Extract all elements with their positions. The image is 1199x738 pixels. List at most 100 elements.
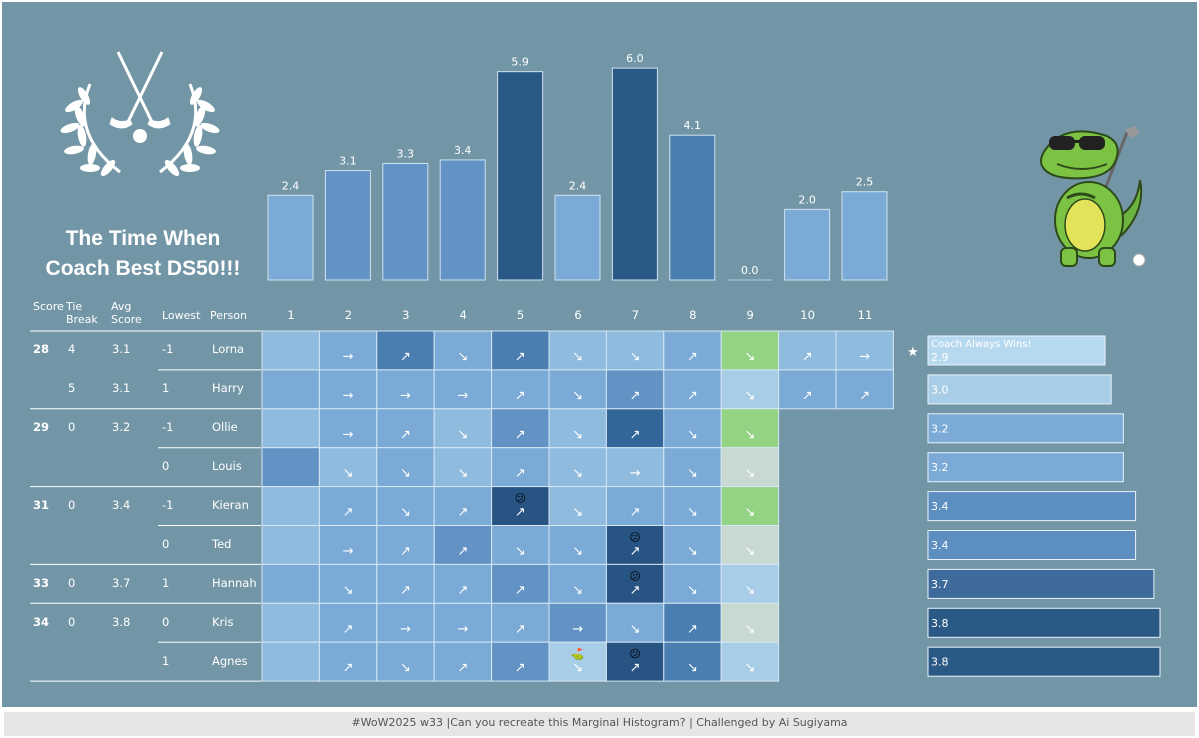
bar-hole-7: [611, 67, 658, 281]
coach-annotation: Coach Always Wins!: [931, 339, 1031, 350]
bar-hole-5: [497, 71, 544, 281]
heat-cell-kieran-hole-4: [433, 486, 493, 527]
bar-hole-3: [382, 162, 429, 281]
heat-cell-agnes-hole-1: [261, 641, 320, 682]
hole-header-10: 10: [800, 308, 815, 322]
player-bar-harry: [927, 374, 1112, 405]
row-kris-tie: 0: [68, 614, 76, 629]
arrow-indicator: →: [859, 349, 870, 364]
heat-cell-ollie-hole-6: [548, 408, 607, 449]
heat-cell-kris-hole-7: [605, 602, 665, 643]
row-harry-person: Harry: [212, 381, 244, 396]
heat-cell-kieran-hole-5: [491, 486, 550, 527]
bar-label-hole-8: 4.1: [684, 119, 702, 132]
arrow-indicator: ↘: [343, 583, 354, 598]
emoji-marker: 😕: [629, 570, 640, 583]
hole-header-9: 9: [746, 308, 754, 322]
arrow-indicator: ↗: [515, 583, 526, 598]
row-ollie-lowest: -1: [162, 420, 174, 435]
heat-cell-ollie-hole-9: [720, 408, 780, 449]
heat-cell-harry-hole-11: [835, 369, 894, 410]
arrow-indicator: ↘: [572, 388, 583, 403]
heat-cell-agnes-hole-5: [491, 641, 550, 682]
heat-cell-hannah-hole-9: [720, 563, 780, 604]
arrow-indicator: ↗: [630, 427, 641, 442]
arrow-indicator: ↘: [630, 622, 641, 637]
bar-hole-10: [784, 208, 831, 281]
heat-cell-ted-hole-9: [720, 525, 780, 565]
heat-cell-louis-hole-8: [663, 447, 722, 488]
header-tie-break: Tie Break: [66, 300, 98, 326]
arrow-indicator: ↗: [515, 466, 526, 481]
heat-cell-kieran-hole-9: [720, 486, 780, 527]
row-kieran-avg: 3.4: [112, 498, 131, 513]
arrow-indicator: ↘: [744, 544, 755, 559]
heat-cell-louis-hole-1: [261, 447, 320, 488]
arrow-indicator: →: [457, 388, 468, 403]
heat-cell-agnes-hole-6: [548, 641, 607, 682]
bar-hole-1: [267, 194, 314, 281]
arrow-indicator: ↗: [687, 388, 698, 403]
bar-label-hole-5: 5.9: [511, 56, 529, 69]
heat-cell-louis-hole-2: [318, 447, 378, 488]
heat-cell-hannah-hole-8: [663, 563, 722, 604]
heat-cell-ollie-hole-5: [491, 408, 550, 449]
arrow-indicator: ↗: [515, 388, 526, 403]
heat-cell-agnes-hole-4: [433, 641, 493, 682]
heat-cell-harry-hole-6: [548, 369, 607, 410]
row-agnes-lowest: 1: [162, 653, 170, 668]
heat-cell-kris-hole-1: [261, 602, 320, 643]
arrow-indicator: ↘: [687, 466, 698, 481]
player-bar-lorna: [927, 335, 1106, 366]
arrow-indicator: ↘: [572, 661, 583, 676]
arrow-indicator: ↗: [457, 505, 468, 520]
arrow-indicator: ↗: [630, 505, 641, 520]
arrow-indicator: ↘: [572, 544, 583, 559]
arrow-indicator: ↘: [687, 583, 698, 598]
heat-cell-harry-hole-4: [433, 369, 493, 410]
bar-hole-11: [841, 191, 888, 281]
row-louis-lowest: 0: [162, 459, 170, 474]
row-harry-tie: 5: [68, 381, 76, 396]
bar-label-hole-2: 3.1: [339, 155, 357, 168]
player-bar-label-lorna: 2.9: [931, 351, 949, 364]
heat-cell-agnes-hole-8: [663, 641, 722, 682]
row-louis-person: Louis: [212, 459, 242, 474]
hole-header-6: 6: [574, 308, 582, 322]
heat-cell-hannah-hole-7: [605, 563, 665, 604]
heat-cell-harry-hole-2: [318, 369, 378, 410]
heat-cell-ted-hole-3: [376, 525, 435, 565]
arrow-indicator: ↘: [572, 466, 583, 481]
heat-cell-louis-hole-6: [548, 447, 607, 488]
heat-cell-ollie-hole-4: [433, 408, 493, 449]
arrow-indicator: →: [457, 622, 468, 637]
heat-cell-kieran-hole-6: [548, 486, 607, 527]
row-hannah-tie: 0: [68, 575, 76, 590]
arrow-indicator: ↗: [343, 622, 354, 637]
arrow-indicator: ↗: [859, 388, 870, 403]
heat-cell-lorna-hole-5: [491, 330, 550, 371]
heat-cell-ted-hole-1: [261, 525, 320, 565]
heat-cell-kris-hole-8: [663, 602, 722, 643]
arrow-indicator: ↗: [457, 661, 468, 676]
header-avg-score: Avg Score: [111, 300, 142, 326]
heat-cell-ollie-hole-7: [605, 408, 665, 449]
heat-cell-kris-hole-9: [720, 602, 780, 643]
heat-cell-kieran-hole-8: [663, 486, 722, 527]
heat-cell-hannah-hole-3: [376, 563, 435, 604]
row-hannah-avg: 3.7: [112, 575, 131, 590]
dashboard-title: The Time When Coach Best DS50!!!: [30, 224, 256, 284]
row-kris-lowest: 0: [162, 614, 170, 629]
heat-cell-lorna-hole-10: [778, 330, 837, 371]
heat-cell-ted-hole-6: [548, 525, 607, 565]
heat-cell-kieran-hole-2: [318, 486, 378, 527]
arrow-indicator: ↘: [744, 622, 755, 637]
heat-cell-ted-hole-5: [491, 525, 550, 565]
heat-cell-harry-hole-9: [720, 369, 780, 410]
row-kieran-lowest: -1: [162, 498, 174, 513]
header-score: Score: [33, 300, 64, 313]
bar-label-hole-10: 2.0: [798, 193, 816, 206]
row-hannah-score: 33: [33, 575, 50, 590]
arrow-indicator: →: [343, 544, 354, 559]
arrow-indicator: ↗: [515, 427, 526, 442]
